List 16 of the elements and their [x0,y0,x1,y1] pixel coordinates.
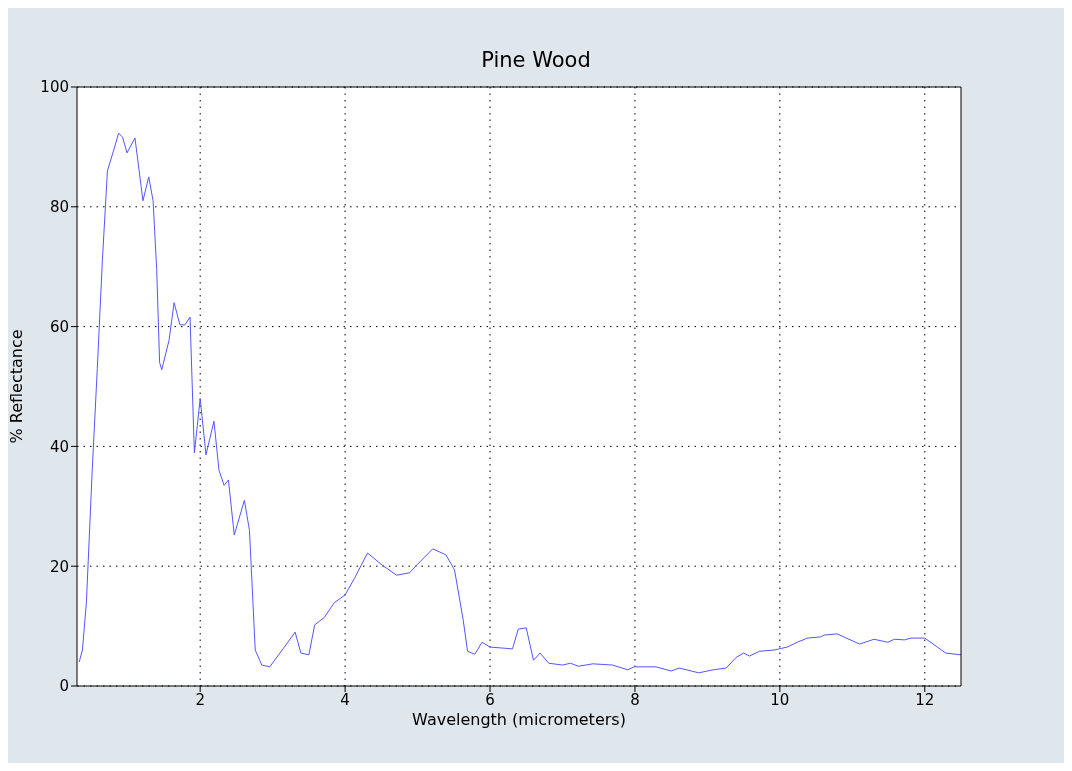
y-tick-label: 80 [49,198,69,217]
y-axis-title: % Reflectance [6,329,26,444]
x-tick-label: 2 [195,690,205,709]
x-tick-label: 6 [485,690,495,709]
y-tick-label: 100 [40,78,69,97]
x-tick-label: 4 [340,690,350,709]
x-tick-label: 12 [915,690,935,709]
line-series [78,132,961,674]
x-axis-title: Wavelength (micrometers) [412,710,626,730]
x-tick-label: 10 [770,690,790,709]
chart-title: Pine Wood [480,48,592,72]
y-tick-label: 60 [49,317,69,336]
x-tick-label: 8 [630,690,640,709]
y-tick-label: 0 [59,677,69,696]
y-tick-label: 40 [49,437,69,456]
y-tick-label: 20 [49,557,69,576]
